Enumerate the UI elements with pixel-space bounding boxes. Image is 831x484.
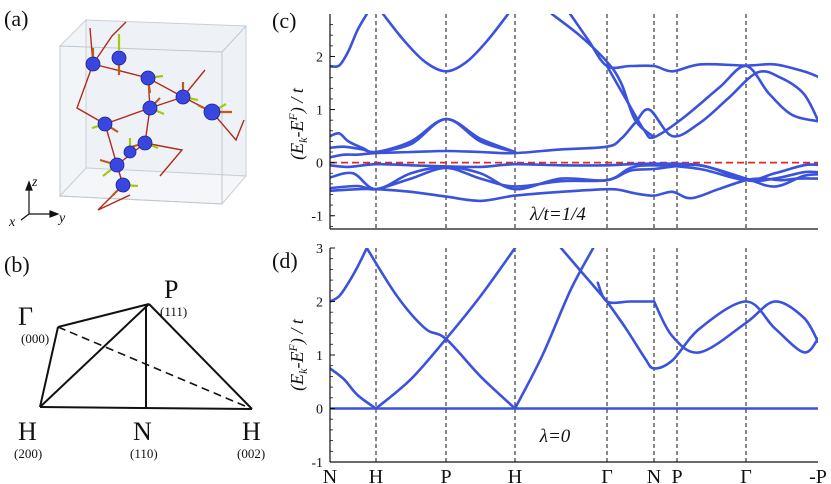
annotation-c: λ/t=1/4 <box>529 204 586 225</box>
panel-label-a: (a) <box>4 6 28 31</box>
y-tick-label: 1 <box>316 104 323 119</box>
series-band-h <box>605 300 818 370</box>
atom-spheres <box>85 50 221 193</box>
bz-gamma-coords: (000) <box>21 331 49 346</box>
series-band-b <box>330 367 378 410</box>
series-band-4 <box>330 162 818 188</box>
bz-p-coords: (111) <box>160 304 187 319</box>
atom <box>123 145 137 159</box>
ylabel-c: (Ek-EF) / t <box>286 87 310 160</box>
axis-x-label: x <box>8 215 16 230</box>
atom <box>97 116 113 132</box>
x-tick-label: N <box>647 466 661 484</box>
x-tick-label: H <box>369 466 383 484</box>
series-band-a <box>330 248 369 303</box>
series-band-9 <box>381 14 510 73</box>
cube-face-front <box>59 45 223 205</box>
y-tick-label: 0 <box>316 403 323 418</box>
atom <box>203 103 221 121</box>
atom <box>111 50 127 66</box>
bz-h2-symbol: H <box>242 417 261 446</box>
x-tick-label: H <box>508 466 522 484</box>
series-band-10 <box>550 14 656 139</box>
cube-edge <box>221 25 247 53</box>
bz-h2-coords: (002) <box>237 446 265 461</box>
series-band-e <box>513 248 595 410</box>
panel-label-b: (b) <box>4 252 30 277</box>
atom <box>85 56 101 72</box>
series-band-2 <box>330 163 818 191</box>
axis-y-label: y <box>57 211 66 226</box>
panel-label-d: (d) <box>272 248 298 273</box>
band-chart-c: (Ek-EF) / t -1 0 1 2 λ/t=1/4 <box>286 14 818 230</box>
bz-gamma-symbol: Γ <box>18 302 33 331</box>
x-tick-label: P <box>671 466 682 484</box>
chart-lines-c <box>330 14 818 203</box>
series-band-g <box>559 248 609 303</box>
x-tick-label: P <box>440 466 451 484</box>
series-band-i <box>652 300 818 354</box>
series-band-6 <box>330 117 517 154</box>
panel-label-c: (c) <box>272 8 296 33</box>
series-band-3 <box>330 163 818 191</box>
atom <box>109 157 125 173</box>
y-tick-label: 3 <box>316 242 323 257</box>
series-group <box>330 248 818 410</box>
x-tick-label: N <box>323 466 337 484</box>
x-tick-label: Γ <box>740 466 752 484</box>
annotation-d: λ=0 <box>539 426 571 447</box>
series-band-12 <box>605 64 818 140</box>
axis-z-label: z <box>31 175 38 190</box>
x-tick-label: Γ <box>601 466 613 484</box>
atom <box>140 70 156 86</box>
y-tick-label: -1 <box>311 210 323 225</box>
y-tick-label: 2 <box>316 296 323 311</box>
bz-n-symbol: N <box>133 417 152 446</box>
y-tick-label: 0 <box>316 157 323 172</box>
series-band-11 <box>568 14 818 78</box>
chart-grid-c <box>330 14 818 229</box>
axis-triad <box>20 180 60 221</box>
y-tick-label: 2 <box>316 50 323 65</box>
x-tick-label: -P <box>809 466 827 484</box>
atom <box>137 135 153 151</box>
series-band-d <box>365 248 517 410</box>
bz-diagram <box>39 303 253 410</box>
ylabel-d: (Ek-EF) / t <box>286 318 310 391</box>
bz-n-coords: (110) <box>130 446 158 461</box>
chart-axes-c: -1 0 1 2 <box>311 14 818 230</box>
atom <box>175 89 191 105</box>
y-tick-label: -1 <box>311 456 323 471</box>
series-band-f <box>596 281 656 305</box>
bz-h1-symbol: H <box>18 417 37 446</box>
series-band-8 <box>330 14 369 69</box>
series-group <box>330 14 818 203</box>
y-tick-label: 1 <box>316 349 323 364</box>
chart-lines-d <box>330 248 818 410</box>
bz-p-symbol: P <box>164 275 178 304</box>
atom <box>115 177 131 193</box>
atom <box>142 100 158 116</box>
bz-h1-coords: (200) <box>14 446 42 461</box>
cube-panel: z y x <box>8 18 248 230</box>
